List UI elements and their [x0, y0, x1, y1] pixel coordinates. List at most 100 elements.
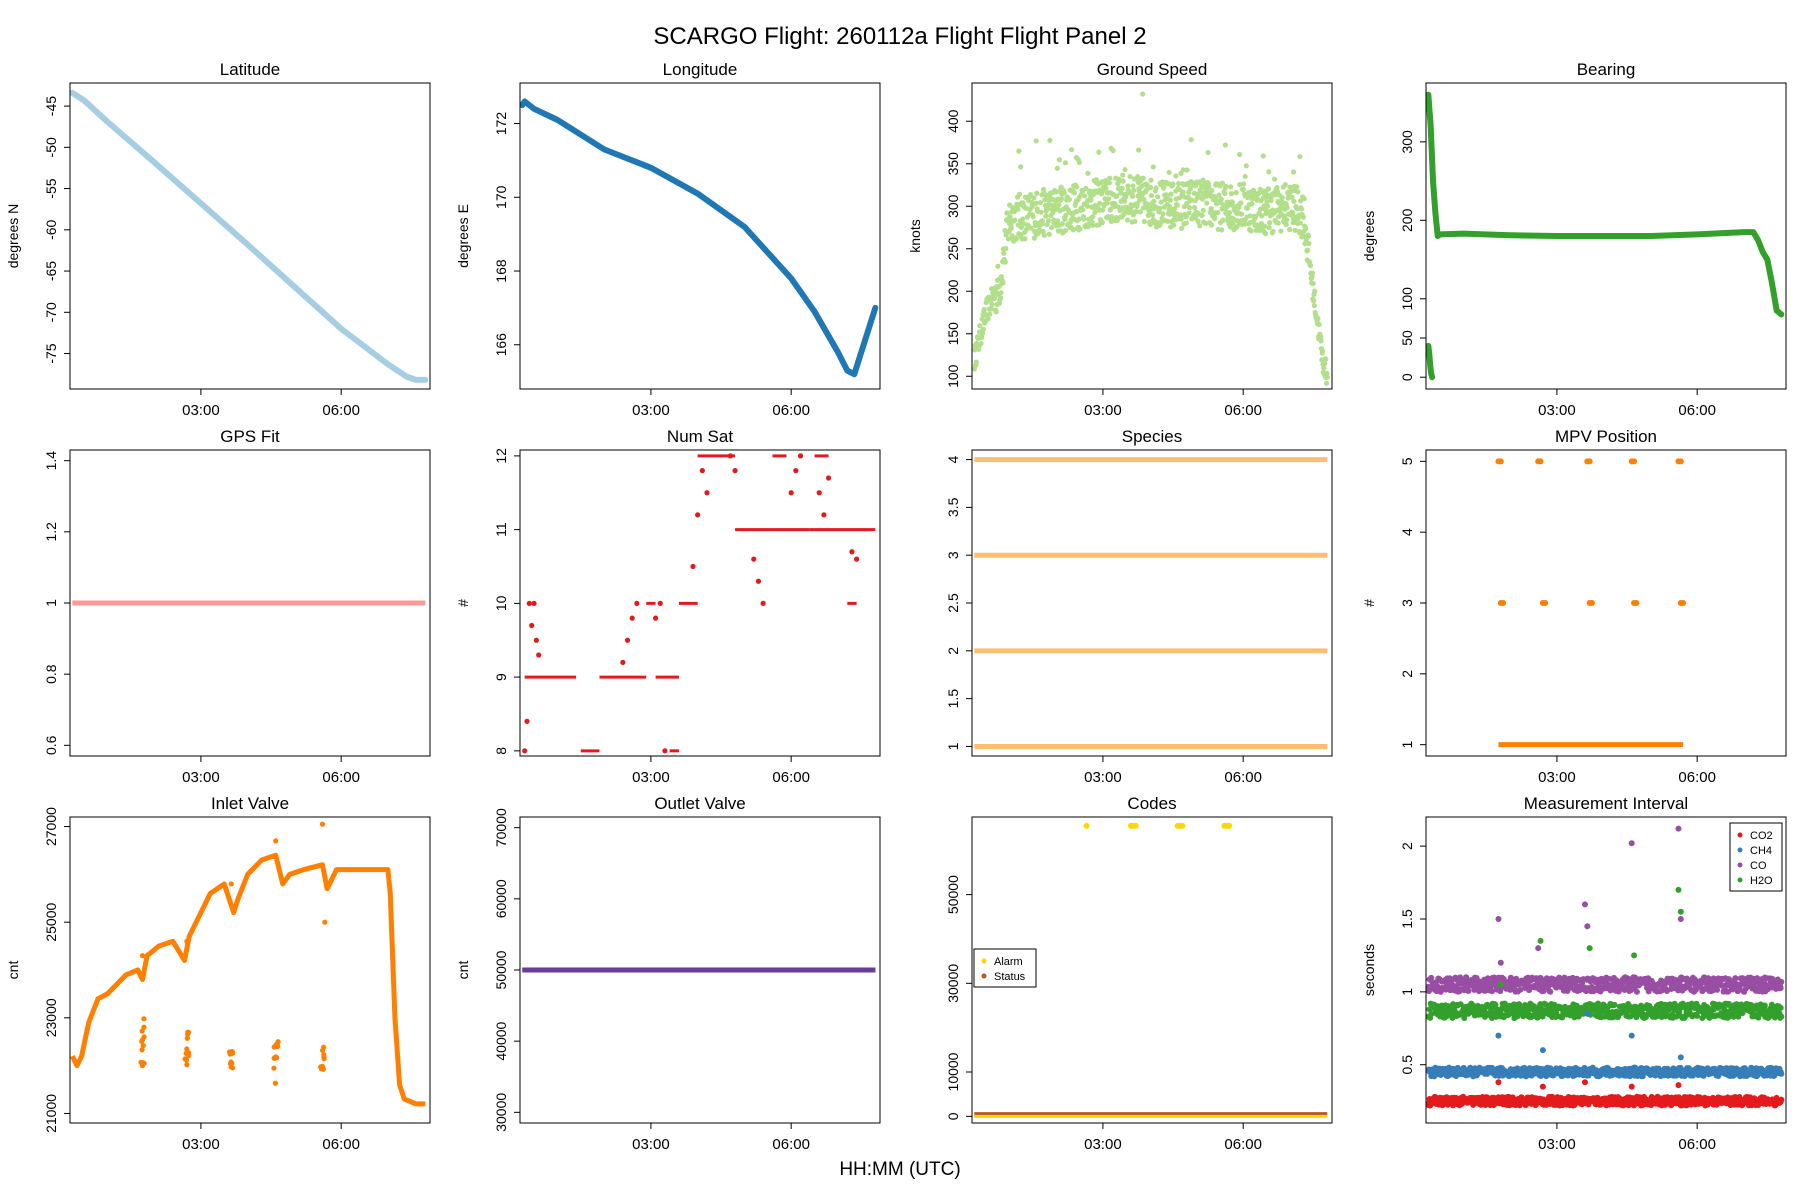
- data-point: [1015, 206, 1021, 212]
- data-point: [1054, 218, 1061, 224]
- data-point: [1321, 361, 1328, 367]
- data-point: [1306, 240, 1312, 247]
- data-point: [1168, 191, 1174, 197]
- outlier-point: [1537, 937, 1544, 944]
- outlier-point: [1584, 1010, 1591, 1017]
- data-point: [1047, 137, 1053, 144]
- y-tick-label: 150: [945, 322, 961, 346]
- plot-area-interval: [1426, 825, 1785, 1109]
- data-point: [732, 468, 738, 474]
- data-point: [531, 600, 537, 606]
- data-point: [1171, 222, 1177, 228]
- data-point: [1155, 194, 1161, 200]
- data-point: [1160, 211, 1166, 217]
- data-point: [1096, 200, 1103, 206]
- data-point: [1157, 180, 1163, 186]
- data-point: [854, 556, 860, 562]
- panel-inlet: Inlet Valve cnt 21000 23000 25000 27000 03:00 0…: [5, 794, 431, 1153]
- data-point: [1283, 222, 1289, 228]
- data-point: [1316, 321, 1322, 328]
- outlier-point: [1675, 825, 1682, 832]
- panel-interval: Measurement Interval seconds 0.5 1 1.5 2 03:00…: [1361, 794, 1787, 1153]
- legend-marker: [1737, 832, 1743, 838]
- y-tick-label: 0: [1399, 373, 1415, 381]
- data-point: [1148, 185, 1154, 191]
- data-point: [1153, 185, 1159, 191]
- drop-point: [184, 1035, 190, 1041]
- data-point: [992, 295, 998, 301]
- x-tick-label: 03:00: [182, 1136, 220, 1153]
- data-point: [524, 718, 530, 724]
- data-point: [1061, 189, 1067, 196]
- data-point: [1096, 149, 1102, 155]
- data-point: [1260, 195, 1266, 201]
- y-tick-label: -45: [43, 96, 59, 116]
- outlier-point: [1677, 908, 1684, 915]
- data-point: [699, 468, 705, 474]
- x-tick-label: 03:00: [1084, 1136, 1122, 1153]
- data-point: [1266, 225, 1272, 231]
- plot-area-codes: [974, 822, 1328, 1118]
- data-point: [989, 301, 995, 308]
- x-tick-label: 03:00: [1538, 402, 1576, 419]
- data-point: [1054, 165, 1060, 171]
- data-point: [1243, 163, 1249, 169]
- x-tick-label: 03:00: [632, 402, 670, 419]
- data-point: [1203, 220, 1209, 226]
- data-point: [1199, 196, 1206, 202]
- data-point: [695, 512, 701, 518]
- plot-area-lat: [70, 89, 429, 383]
- data-point: [1144, 186, 1150, 193]
- data-point: [1108, 145, 1114, 151]
- data-point: [1588, 600, 1595, 606]
- plot-area-gs: [972, 91, 1330, 386]
- y-tick-label: 50000: [945, 875, 961, 914]
- band-point-co: [1465, 987, 1472, 994]
- data-point: [1186, 204, 1193, 211]
- x-tick-label: 03:00: [1084, 769, 1122, 786]
- data-point: [533, 637, 539, 643]
- data-point: [1192, 205, 1198, 211]
- data-point: [1070, 227, 1076, 233]
- data-point: [1305, 247, 1311, 253]
- data-point: [1038, 209, 1044, 215]
- data-point: [1046, 231, 1052, 237]
- data-point: [1030, 214, 1036, 220]
- drop-point: [230, 1050, 236, 1056]
- x-tick-label: 03:00: [1538, 1136, 1576, 1153]
- data-point: [1262, 223, 1268, 229]
- legend-label: Alarm: [994, 956, 1023, 968]
- panel-title: Longitude: [663, 60, 738, 79]
- data-point: [1175, 181, 1182, 187]
- data-point: [1056, 202, 1062, 208]
- data-point: [662, 748, 668, 754]
- data-point: [1119, 178, 1125, 184]
- legend-label: CO: [1750, 860, 1767, 872]
- panel-title: Bearing: [1577, 60, 1636, 79]
- y-tick-label: 70000: [493, 808, 509, 847]
- data-point: [1085, 170, 1091, 176]
- data-point: [1253, 213, 1259, 220]
- alarm-point: [1226, 822, 1233, 829]
- data-point: [536, 652, 542, 658]
- figure-title: SCARGO Flight: 260112a Flight Flight Pan…: [653, 23, 1146, 50]
- data-point: [634, 600, 640, 606]
- data-point: [1239, 211, 1245, 217]
- data-point: [1108, 218, 1114, 225]
- band-point-h2o: [1730, 1013, 1737, 1020]
- x-tick-label: 03:00: [1538, 769, 1576, 786]
- data-point: [1204, 200, 1210, 206]
- band-point-co: [1714, 986, 1721, 993]
- data-point: [1249, 201, 1255, 207]
- y-tick-label: 0: [945, 1112, 961, 1120]
- data-point: [1037, 200, 1043, 206]
- data-point: [1092, 209, 1098, 215]
- data-point: [1237, 181, 1243, 188]
- y-tick-label: -60: [43, 219, 59, 239]
- data-point: [1222, 190, 1228, 197]
- data-point: [1270, 228, 1276, 235]
- drop-point: [141, 1016, 147, 1022]
- data-point: [1303, 225, 1309, 232]
- data-point: [1321, 365, 1327, 371]
- legend-label: H2O: [1750, 875, 1773, 887]
